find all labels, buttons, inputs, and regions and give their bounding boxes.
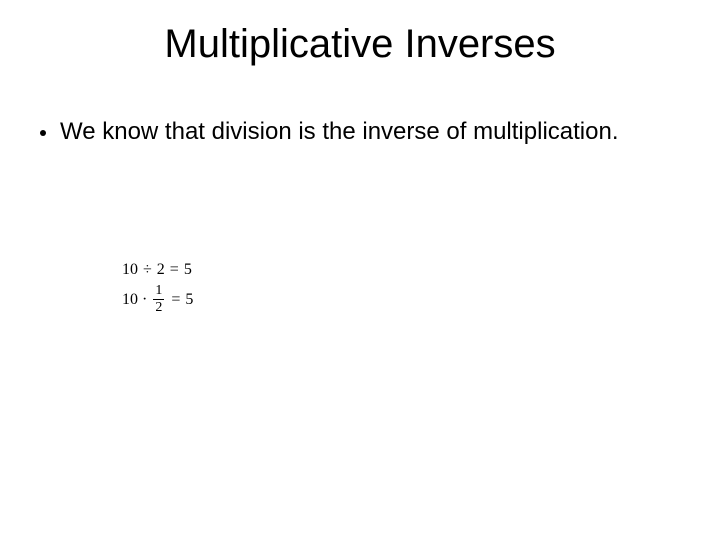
multiplication-dot-icon: ·: [141, 292, 148, 308]
equation-block: 10 ÷ 2 = 5 10 · 1 2 = 5: [122, 262, 193, 315]
slide: Multiplicative Inverses We know that div…: [0, 0, 720, 540]
slide-title: Multiplicative Inverses: [0, 22, 720, 67]
eq1-lhs-a: 10: [122, 262, 138, 278]
equals-sign: =: [168, 262, 181, 278]
eq1-lhs-b: 2: [157, 262, 165, 278]
bullet-marker: [40, 130, 46, 136]
eq2-lhs-a: 10: [122, 292, 138, 308]
division-sign-icon: ÷: [141, 262, 154, 278]
bullet-text: We know that division is the inverse of …: [60, 118, 660, 147]
eq1-rhs: 5: [184, 262, 192, 278]
equation-division: 10 ÷ 2 = 5: [122, 262, 193, 278]
equals-sign: =: [169, 292, 182, 308]
fraction-numerator: 1: [153, 284, 164, 299]
equation-multiplication: 10 · 1 2 = 5: [122, 284, 193, 315]
fraction: 1 2: [153, 284, 164, 315]
fraction-denominator: 2: [153, 300, 164, 315]
eq2-rhs: 5: [185, 292, 193, 308]
bullet-item: We know that division is the inverse of …: [40, 118, 660, 147]
